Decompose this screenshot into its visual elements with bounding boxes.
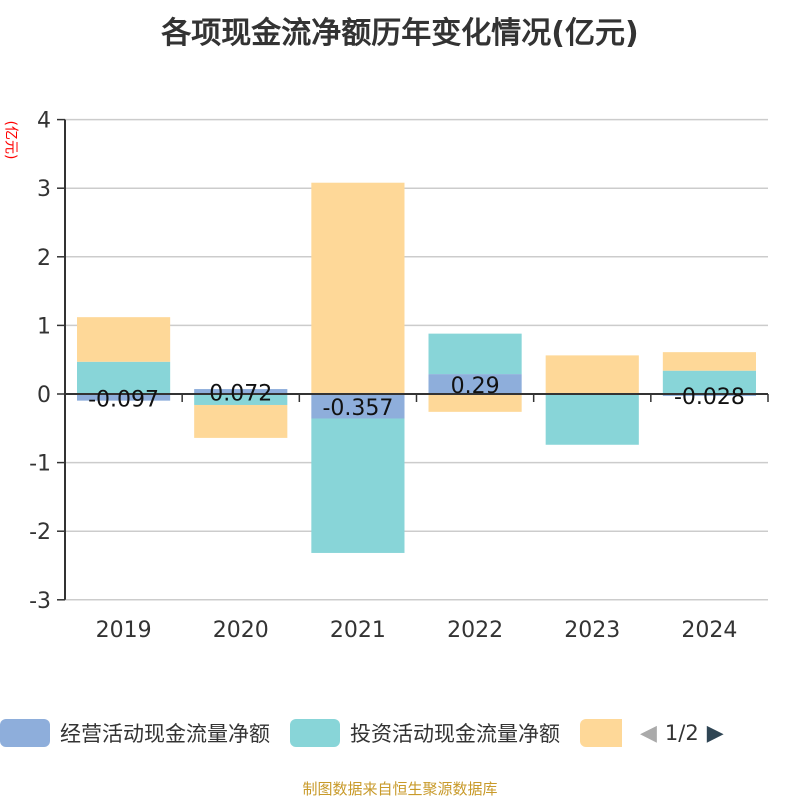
legend-next-icon[interactable]: ▶	[706, 720, 724, 746]
y-tick-label: 3	[37, 177, 51, 202]
y-tick-label: 4	[37, 109, 51, 134]
bar-1-2021	[311, 394, 405, 419]
legend-item-investing[interactable]: 投资活动现金流量净额	[290, 718, 560, 748]
bar-3-2020	[194, 404, 288, 438]
legend-item-financing[interactable]	[580, 719, 622, 747]
bar-2-2020	[194, 394, 288, 405]
bar-3-2024	[662, 352, 756, 371]
chart-title: 各项现金流净额历年变化情况(亿元)	[161, 16, 639, 51]
x-tick-label: 2023	[564, 618, 620, 643]
legend-prev-icon[interactable]: ◀	[640, 720, 657, 746]
bar-2-2024	[662, 370, 756, 394]
legend: 经营活动现金流量净额 投资活动现金流量净额 ◀ 1/2 ▶	[0, 718, 724, 748]
legend-label: 经营活动现金流量净额	[60, 722, 270, 746]
bar-2-2022	[428, 333, 522, 375]
x-tick-label: 2022	[447, 618, 503, 643]
x-tick-label: 2019	[96, 618, 152, 643]
bar-1-2022	[428, 374, 522, 394]
y-tick-label: -2	[29, 520, 51, 545]
chart: -3 -2 -1 0 1 2 3 4 2019 2020 2021 2022 2023 2024 -0.09…	[29, 109, 769, 643]
bar-2-2023	[545, 394, 639, 445]
x-tick-label: 2024	[681, 618, 737, 643]
data-label: 0.29	[451, 374, 500, 399]
legend-swatch	[290, 719, 340, 747]
x-tick-label: 2020	[213, 618, 269, 643]
data-label: 0.072	[209, 382, 272, 407]
y-tick-label: -1	[29, 452, 51, 477]
bar-1-2019	[77, 394, 171, 401]
bar-2-2021	[311, 418, 405, 553]
legend-swatch	[0, 719, 50, 747]
y-tick-label: 2	[37, 246, 51, 271]
data-label: -0.357	[322, 396, 393, 421]
bar-3-2022	[428, 394, 522, 412]
bar-2-2019	[77, 361, 171, 394]
y-tick-label: 1	[37, 314, 51, 339]
bar-1-2020	[194, 389, 288, 394]
y-tick-label: -3	[29, 589, 51, 614]
bar-3-2019	[77, 317, 171, 362]
data-label: -0.097	[88, 387, 159, 412]
data-label: -0.028	[674, 385, 745, 410]
legend-swatch	[580, 719, 622, 747]
bar-3-2021	[311, 182, 405, 394]
y-tick-label: 0	[37, 383, 51, 408]
legend-item-operating[interactable]: 经营活动现金流量净额	[0, 718, 270, 748]
source-note: 制图数据来自恒生聚源数据库	[302, 780, 498, 798]
legend-label: 投资活动现金流量净额	[350, 722, 560, 746]
bar-3-2023	[545, 355, 639, 394]
legend-page: 1/2	[664, 721, 699, 745]
x-tick-label: 2021	[330, 618, 386, 643]
